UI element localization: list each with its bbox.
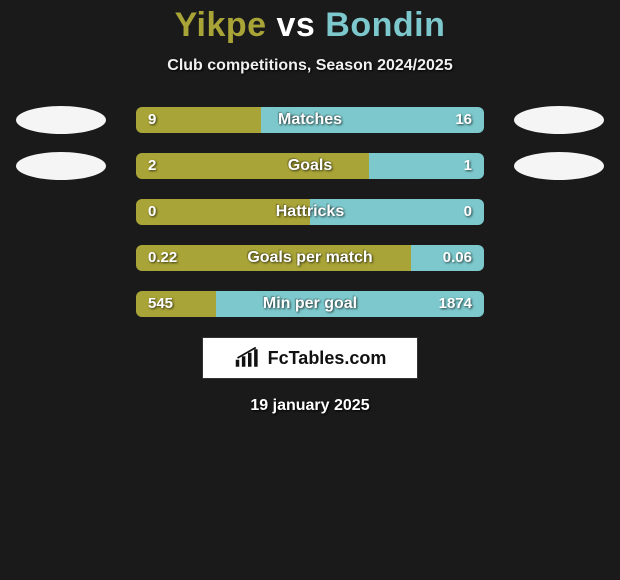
subtitle: Club competitions, Season 2024/2025 (0, 57, 620, 75)
player1-name: Yikpe (175, 6, 267, 44)
stat-bar-left (136, 107, 261, 133)
player2-name: Bondin (325, 6, 445, 44)
stat-row: Hattricks00 (0, 199, 620, 225)
player1-avatar (16, 106, 106, 134)
vs-text: vs (277, 6, 316, 44)
stat-bar-right (411, 245, 484, 271)
stat-bar-left (136, 199, 310, 225)
stat-bar-track: Goals per match0.220.06 (136, 245, 484, 271)
stat-bar-left (136, 245, 411, 271)
stat-bar-track: Hattricks00 (136, 199, 484, 225)
player2-avatar (514, 152, 604, 180)
stat-bar-left (136, 153, 369, 179)
stat-bar-right (261, 107, 484, 133)
stat-bar-left (136, 291, 216, 317)
fctables-logo: FcTables.com (202, 337, 418, 379)
comparison-title: Yikpe vs Bondin (0, 0, 620, 45)
stat-row: Min per goal5451874 (0, 291, 620, 317)
stat-bar-track: Min per goal5451874 (136, 291, 484, 317)
stat-bar-track: Goals21 (136, 153, 484, 179)
player1-avatar (16, 152, 106, 180)
stat-bar-right (216, 291, 484, 317)
player2-avatar (514, 106, 604, 134)
stat-row: Matches916 (0, 107, 620, 133)
stat-bar-track: Matches916 (136, 107, 484, 133)
logo-text: FcTables.com (268, 348, 387, 369)
stat-row: Goals21 (0, 153, 620, 179)
comparison-chart: Matches916 Goals21 Hattricks00 Goals per ma… (0, 107, 620, 317)
stat-row: Goals per match0.220.06 (0, 245, 620, 271)
stat-bar-right (310, 199, 484, 225)
chart-icon (234, 347, 262, 369)
date-label: 19 january 2025 (0, 397, 620, 415)
stat-bar-right (369, 153, 484, 179)
